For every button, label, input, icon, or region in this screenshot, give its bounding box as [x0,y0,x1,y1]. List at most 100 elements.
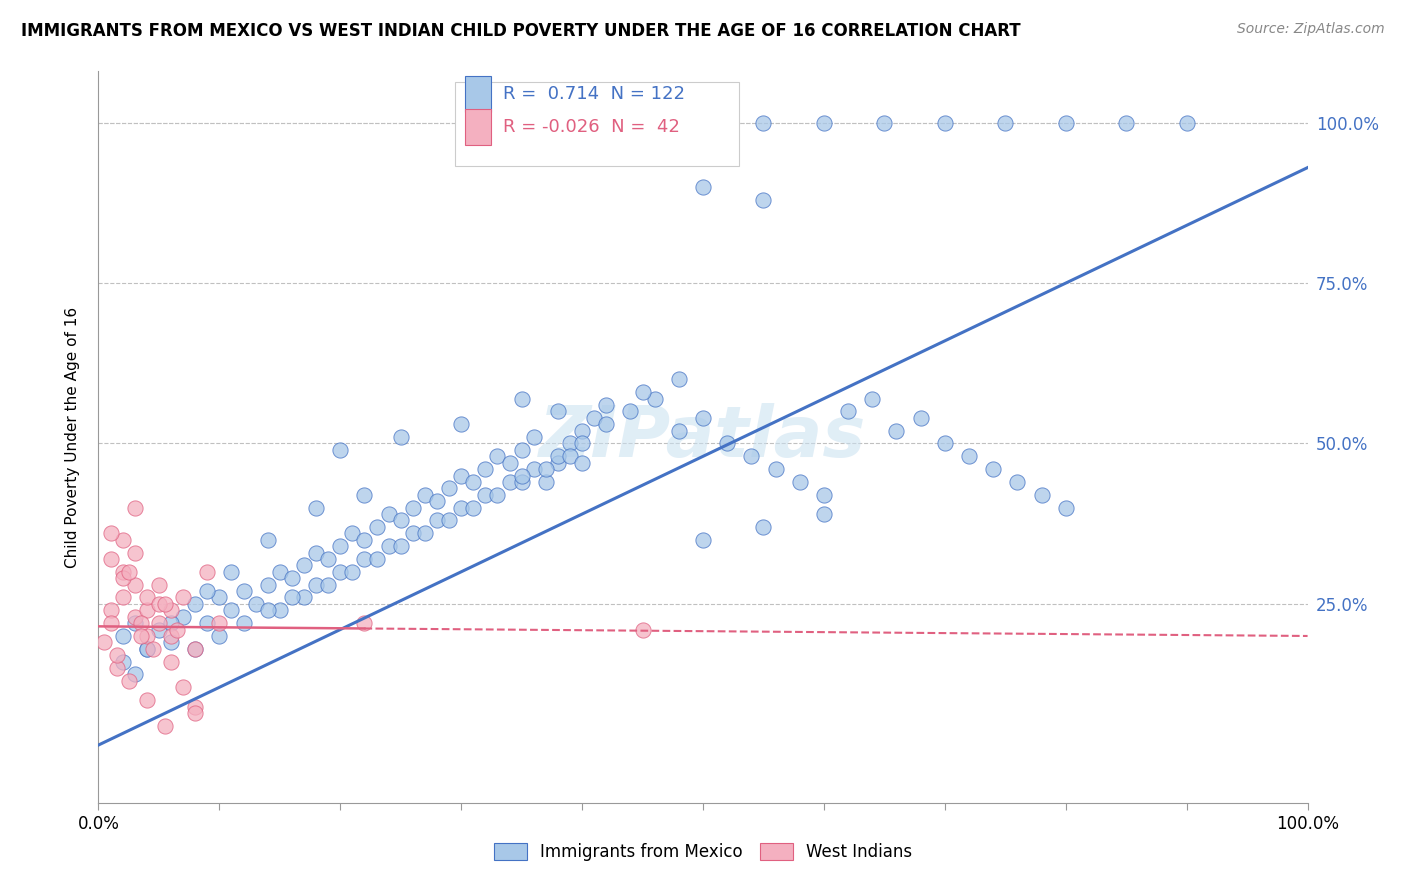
Point [160,603,183,617]
Point [172,681,194,695]
Point [377,539,399,553]
Point [135,641,157,656]
Point [160,655,183,669]
Point [558,436,581,450]
Point [752,193,775,207]
Point [981,462,1004,476]
Point [910,410,932,425]
Point [740,450,762,464]
Point [571,424,593,438]
Point [752,116,775,130]
Point [305,545,328,559]
Point [644,392,666,406]
Point [329,565,352,579]
Point [752,520,775,534]
Point [837,404,859,418]
Point [463,475,485,489]
Point [934,116,956,130]
Point [256,533,278,547]
Point [765,462,787,476]
Point [353,552,375,566]
Point [860,392,883,406]
Point [153,719,176,733]
Point [111,565,134,579]
Point [668,424,690,438]
Point [281,591,304,605]
Point [305,577,328,591]
Point [195,584,218,599]
Point [111,655,134,669]
Point [135,629,157,643]
Point [1054,500,1077,515]
Point [292,558,315,573]
Point [366,520,388,534]
Point [450,468,472,483]
Point [1007,475,1029,489]
Point [184,597,207,611]
Point [100,616,122,631]
Point [426,494,449,508]
Point [558,450,581,464]
Point [124,609,146,624]
Point [329,539,352,553]
Point [172,591,194,605]
Point [245,597,267,611]
Point [1175,116,1198,130]
Point [426,514,449,528]
Point [111,533,134,547]
Point [160,629,183,643]
Point [377,507,399,521]
Point [486,450,509,464]
Point [571,456,593,470]
Point [595,417,617,432]
Point [111,629,134,643]
Point [450,500,472,515]
Point [135,591,157,605]
Point [160,616,183,631]
Text: IMMIGRANTS FROM MEXICO VS WEST INDIAN CHILD POVERTY UNDER THE AGE OF 16 CORRELAT: IMMIGRANTS FROM MEXICO VS WEST INDIAN CH… [21,22,1021,40]
Point [208,616,231,631]
Point [474,462,496,476]
Point [100,526,122,541]
Point [813,116,835,130]
Point [172,609,194,624]
Y-axis label: Child Poverty Under the Age of 16: Child Poverty Under the Age of 16 [65,307,80,567]
Point [934,436,956,450]
Point [631,385,654,400]
Point [510,392,533,406]
Point [534,462,557,476]
Point [402,526,425,541]
Point [342,526,364,541]
Point [316,577,339,591]
Point [353,488,375,502]
Point [692,533,714,547]
Point [93,635,115,649]
Point [208,629,231,643]
Point [886,424,908,438]
Point [571,436,593,450]
Point [668,372,690,386]
Point [510,475,533,489]
Point [142,641,165,656]
Point [463,500,485,515]
Point [498,456,520,470]
Point [124,577,146,591]
Point [437,482,460,496]
Point [957,450,980,464]
Point [148,623,170,637]
Point [329,442,352,457]
Point [523,462,546,476]
Point [232,616,254,631]
Point [1054,116,1077,130]
Point [1031,488,1053,502]
Point [353,616,375,631]
Point [547,450,569,464]
Point [124,616,146,631]
Point [873,116,896,130]
Point [135,603,157,617]
Point [100,603,122,617]
Point [184,706,207,720]
Point [281,571,304,585]
Text: ZIPatlas: ZIPatlas [540,402,866,472]
Point [583,410,606,425]
